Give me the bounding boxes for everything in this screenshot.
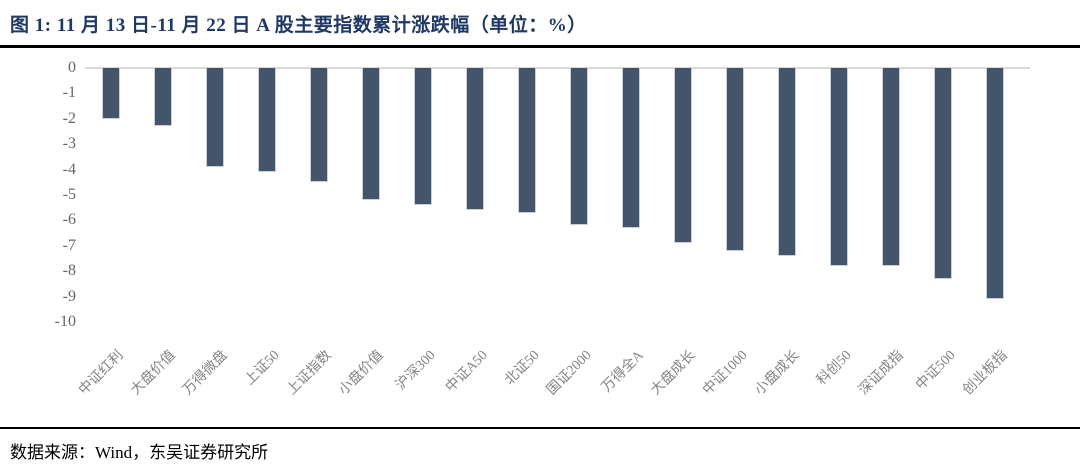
bar-2 (206, 68, 224, 168)
y-tick-label: -6 (62, 211, 76, 229)
y-tick-label: -9 (62, 287, 76, 305)
x-tick-label: 小盘成长 (752, 348, 803, 399)
bar-17 (986, 68, 1004, 300)
x-tick-label: 中证红利 (76, 348, 127, 399)
bar-12 (726, 68, 744, 251)
bar-3 (258, 68, 276, 173)
y-tick-label: -3 (62, 135, 76, 153)
y-tick-label: -10 (54, 313, 76, 330)
data-source: 数据来源：Wind，东吴证券研究所 (10, 443, 269, 462)
bar-9 (570, 68, 588, 226)
bar-13 (778, 68, 796, 256)
x-tick-label: 国证2000 (544, 348, 595, 399)
bar-10 (622, 68, 640, 229)
source-divider (0, 427, 1080, 429)
x-tick-label: 万得微盘 (180, 348, 231, 399)
x-tick-label: 中证A50 (443, 348, 491, 396)
x-tick-label: 大盘价值 (128, 348, 179, 399)
x-tick-label: 北证50 (502, 348, 543, 389)
x-tick-label: 深证成指 (856, 348, 907, 399)
bar-6 (414, 68, 432, 206)
bar-0 (102, 68, 120, 119)
bar-8 (518, 68, 536, 213)
zero-axis-line (85, 67, 1030, 69)
x-tick-label: 大盘成长 (648, 348, 699, 399)
x-tick-label: 上证指数 (284, 348, 335, 399)
bar-chart: 0 -1 -2 -3 -4 -5 -6 -7 -8 -9 -10 中证红利 大盘价值 万得微盘 上证50 上证… (54, 59, 1030, 399)
bar-14 (830, 68, 848, 267)
x-tick-label: 科创50 (814, 348, 855, 389)
y-tick-label: -7 (62, 236, 76, 254)
y-tick-label: -4 (62, 160, 76, 178)
figure-title: 图 1: 11 月 13 日-11 月 22 日 A 股主要指数累计涨跌幅（单位… (10, 15, 587, 36)
x-tick-label: 中证1000 (700, 348, 751, 399)
y-tick-label: -1 (62, 84, 76, 102)
x-tick-label: 上证50 (242, 348, 283, 389)
x-tick-label: 中证500 (913, 348, 959, 394)
y-tick-label: -8 (62, 262, 76, 280)
y-tick-label: 0 (68, 59, 76, 76)
x-tick-label: 创业板指 (960, 348, 1011, 399)
bar-16 (934, 68, 952, 279)
bar-5 (362, 68, 380, 201)
bar-7 (466, 68, 484, 211)
y-tick-label: -5 (62, 186, 76, 203)
x-tick-label: 万得全A (599, 348, 647, 396)
bar-4 (310, 68, 328, 183)
bar-15 (882, 68, 900, 267)
title-divider (0, 45, 1080, 48)
bar-11 (674, 68, 692, 244)
bar-1 (154, 68, 172, 127)
x-tick-label: 小盘价值 (336, 348, 387, 399)
y-tick-label: -2 (62, 109, 76, 127)
x-tick-label: 沪深300 (393, 348, 439, 394)
